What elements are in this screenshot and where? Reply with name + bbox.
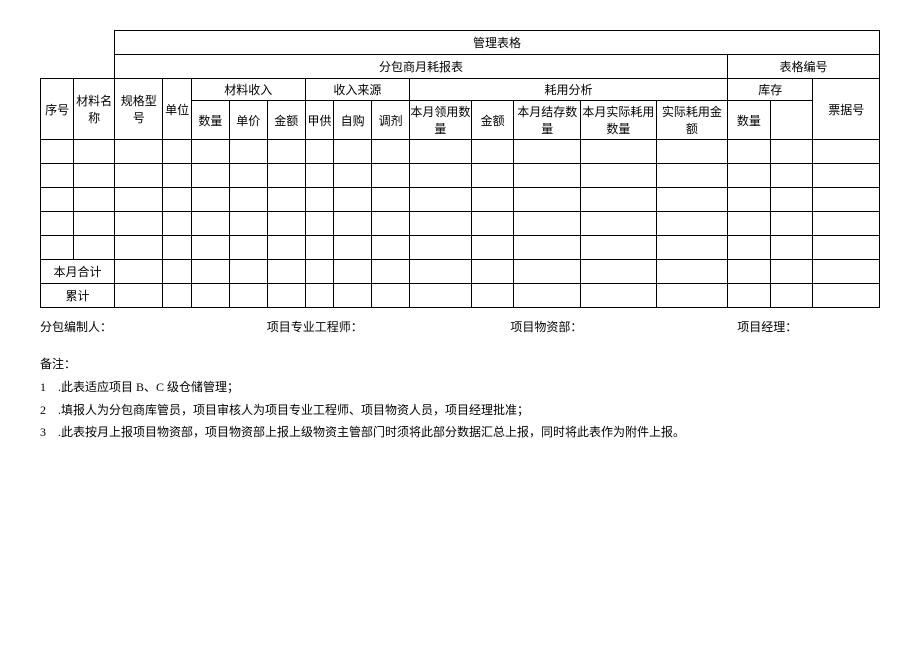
row-accum: 累计 — [41, 284, 880, 308]
col-voucher: 票据号 — [813, 79, 880, 140]
signature-line: 分包编制人： 项目专业工程师： 项目物资部： 项目经理： — [40, 318, 880, 335]
table-row — [41, 236, 880, 260]
col-amount: 金额 — [267, 101, 305, 140]
col-stock-qty: 数量 — [728, 101, 771, 140]
col-zigou: 自购 — [334, 101, 372, 140]
col-source-group: 收入来源 — [305, 79, 409, 101]
col-month-actual: 本月实际耗用数量 — [580, 101, 656, 140]
col-unit: 单位 — [163, 79, 191, 140]
table-row — [41, 164, 880, 188]
col-actual-amount: 实际耗用金额 — [656, 101, 727, 140]
cell-empty — [770, 101, 813, 140]
sig-preparer: 分包编制人： — [40, 318, 267, 335]
note-2: 2 .填报人为分包商库管员，项目审核人为项目专业工程师、项目物资人员，项目经理批… — [40, 399, 880, 422]
note-1: 1 .此表适应项目 B、C 级仓储管理； — [40, 376, 880, 399]
report-table: 管理表格 分包商月耗报表 表格编号 序号 材料名称 规格型号 单位 材料收入 收… — [40, 30, 880, 308]
col-consume-group: 耗用分析 — [410, 79, 728, 101]
col-month-use: 本月领用数量 — [410, 101, 472, 140]
col-month-balance: 本月结存数量 — [514, 101, 580, 140]
table-row — [41, 140, 880, 164]
col-stock-group: 库存 — [728, 79, 813, 101]
sig-engineer: 项目专业工程师： — [267, 318, 511, 335]
col-seq: 序号 — [41, 79, 74, 140]
notes-label: 备注： — [40, 353, 880, 376]
col-jiagong: 甲供 — [305, 101, 333, 140]
notes-block: 备注： 1 .此表适应项目 B、C 级仓储管理； 2 .填报人为分包商库管员，项… — [40, 353, 880, 444]
note-3: 3 .此表按月上报项目物资部，项目物资部上报上级物资主管部门时须将此部分数据汇总… — [40, 421, 880, 444]
sig-materials: 项目物资部： — [510, 318, 737, 335]
top-title: 管理表格 — [115, 31, 880, 55]
sig-pm: 项目经理： — [737, 318, 797, 335]
col-tiaoji: 调剂 — [372, 101, 410, 140]
label-month-total: 本月合计 — [41, 260, 115, 284]
col-qty: 数量 — [191, 101, 229, 140]
col-spec: 规格型号 — [115, 79, 163, 140]
form-number-label: 表格编号 — [728, 55, 880, 79]
col-income-group: 材料收入 — [191, 79, 305, 101]
table-row — [41, 212, 880, 236]
table-row — [41, 188, 880, 212]
col-price: 单价 — [229, 101, 267, 140]
sub-title: 分包商月耗报表 — [115, 55, 728, 79]
row-month-total: 本月合计 — [41, 260, 880, 284]
label-accum: 累计 — [41, 284, 115, 308]
col-amount2: 金额 — [471, 101, 514, 140]
col-material-name: 材料名称 — [74, 79, 115, 140]
